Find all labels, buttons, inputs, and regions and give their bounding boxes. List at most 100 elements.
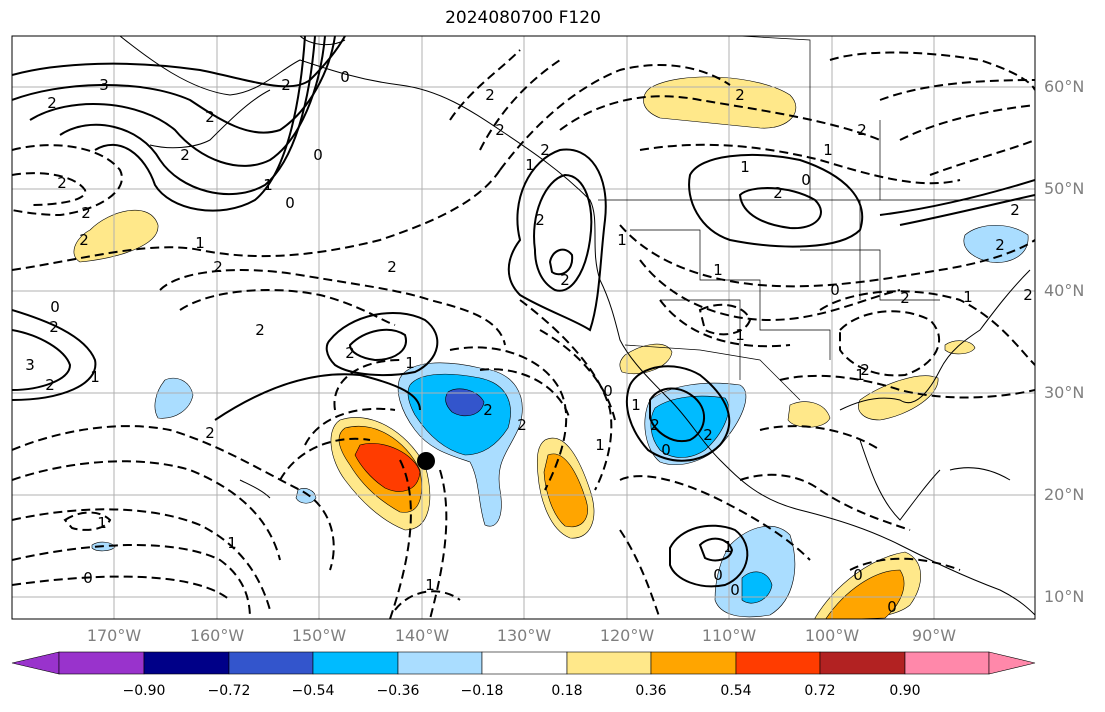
contour-label: 1 — [263, 176, 273, 194]
contour-label: 3 — [99, 76, 109, 94]
map-frame — [11, 35, 1036, 620]
pos-anomaly-baja-core — [543, 453, 588, 528]
contour-label: 2 — [703, 426, 713, 444]
colorbar-swatch — [819, 651, 906, 675]
lat-label: 50°N — [1044, 179, 1085, 198]
contour-label: 0 — [603, 382, 613, 400]
colorbar-swatch — [312, 651, 399, 675]
pos-anomaly-fl — [858, 375, 939, 421]
pos-anomaly-mx — [619, 343, 673, 375]
contour-label: 0 — [50, 298, 60, 316]
neg-anomaly-small-1 — [295, 488, 317, 504]
colorbar-tick: 0.54 — [720, 683, 752, 699]
neg-anomaly-ne-outer — [963, 225, 1029, 263]
contour-label: 1 — [90, 368, 100, 386]
contour-label: 2 — [773, 184, 783, 202]
contour-label: 2 — [79, 231, 89, 249]
contour-label: 2 — [205, 108, 215, 126]
contour-label: 1 — [97, 514, 107, 532]
contour-label: 2 — [1023, 286, 1033, 304]
colorbar-tick: 0.36 — [635, 683, 667, 699]
contour-label: 0 — [313, 146, 323, 164]
lat-label: 60°N — [1044, 77, 1085, 96]
contour-label: 0 — [713, 566, 723, 584]
contour-label: 2 — [650, 416, 660, 434]
contour-label: 0 — [730, 581, 740, 599]
contour-label: 2 — [47, 94, 57, 112]
contour-label: 1 — [855, 366, 865, 384]
contour-label: 2 — [517, 416, 527, 434]
colorbar-swatch — [143, 651, 230, 675]
contour-label: 2 — [735, 86, 745, 104]
neg-anomaly-wpac — [154, 377, 194, 419]
contour-label: 3 — [25, 356, 35, 374]
lon-label: 110°W — [701, 626, 757, 645]
contour-label: 1 — [631, 396, 641, 414]
contour-label: 1 — [425, 576, 435, 594]
shaded-fields — [73, 76, 1029, 619]
lon-label: 100°W — [804, 626, 860, 645]
contour-label: 1 — [740, 158, 750, 176]
colorbar-swatch — [566, 651, 652, 675]
lat-label: 20°N — [1044, 485, 1085, 504]
contour-label: 1 — [595, 436, 605, 454]
coastlines — [119, 36, 1035, 616]
contour-label: 0 — [853, 566, 863, 584]
colorbar-swatch — [228, 651, 314, 675]
pos-anomaly-hawaii-core — [354, 443, 421, 492]
neg-anomaly-epac-core — [741, 571, 773, 604]
lat-label: 30°N — [1044, 383, 1085, 402]
contour-label: 1 — [405, 354, 415, 372]
colorbar-swatch — [481, 651, 568, 675]
contour-label: 1 — [735, 326, 745, 344]
colorbar-swatch — [904, 651, 990, 675]
colorbar-tick: −0.18 — [460, 683, 504, 699]
colorbar-tick: −0.36 — [376, 683, 420, 699]
pos-anomaly-se — [944, 340, 976, 355]
positive-contours — [12, 36, 1035, 588]
colorbar-swatch — [650, 651, 737, 675]
contour-label: 0 — [887, 598, 897, 616]
lon-label: 150°W — [291, 626, 347, 645]
colorbar — [11, 651, 1036, 675]
contour-label: 2 — [860, 361, 870, 379]
contour-label: 2 — [560, 271, 570, 289]
contour-label: 2 — [483, 401, 493, 419]
colorbar-swatch — [397, 651, 483, 675]
lon-label: 160°W — [189, 626, 245, 645]
pos-anomaly-pac-nw — [73, 209, 159, 263]
contour-label: 0 — [83, 569, 93, 587]
colorbar-tick: −0.90 — [122, 683, 166, 699]
contour-label: 1 — [823, 141, 833, 159]
contours — [12, 36, 1035, 619]
colorbar-extend-high — [988, 651, 1036, 675]
storm-center-marker — [417, 452, 435, 470]
contour-label-group: 3 2 2 2 0 1 0 2 2 2 1 2 0 2 3 1 2 2 2 1 … — [25, 68, 1033, 616]
lon-label: 130°W — [496, 626, 552, 645]
contour-label: 1 — [617, 231, 627, 249]
contour-label: 2 — [535, 211, 545, 229]
colorbar-extend-low — [11, 651, 60, 675]
contour-label: 1 — [195, 234, 205, 252]
colorbar-tick: 0.18 — [551, 683, 583, 699]
colorbar-tick: 0.90 — [889, 683, 921, 699]
contour-label: 1 — [525, 156, 535, 174]
colorbar-swatch — [735, 651, 821, 675]
lon-label: 120°W — [599, 626, 655, 645]
neg-anomaly-mx-core — [650, 395, 729, 458]
contour-label: 2 — [857, 121, 867, 139]
contour-label: 0 — [830, 281, 840, 299]
contour-label: 2 — [213, 258, 223, 276]
contour-label: 2 — [495, 121, 505, 139]
contour-label: 2 — [255, 321, 265, 339]
contour-label: 2 — [387, 258, 397, 276]
chart-title: 2024080700 F120 — [445, 8, 601, 28]
contour-label: 1 — [723, 538, 733, 556]
contour-label: 2 — [57, 174, 67, 192]
negative-contours — [12, 49, 1035, 619]
contour-label: 2 — [995, 236, 1005, 254]
contour-label: 2 — [49, 318, 59, 336]
lat-label: 10°N — [1044, 587, 1085, 606]
neg-anomaly-central-core — [445, 388, 485, 417]
